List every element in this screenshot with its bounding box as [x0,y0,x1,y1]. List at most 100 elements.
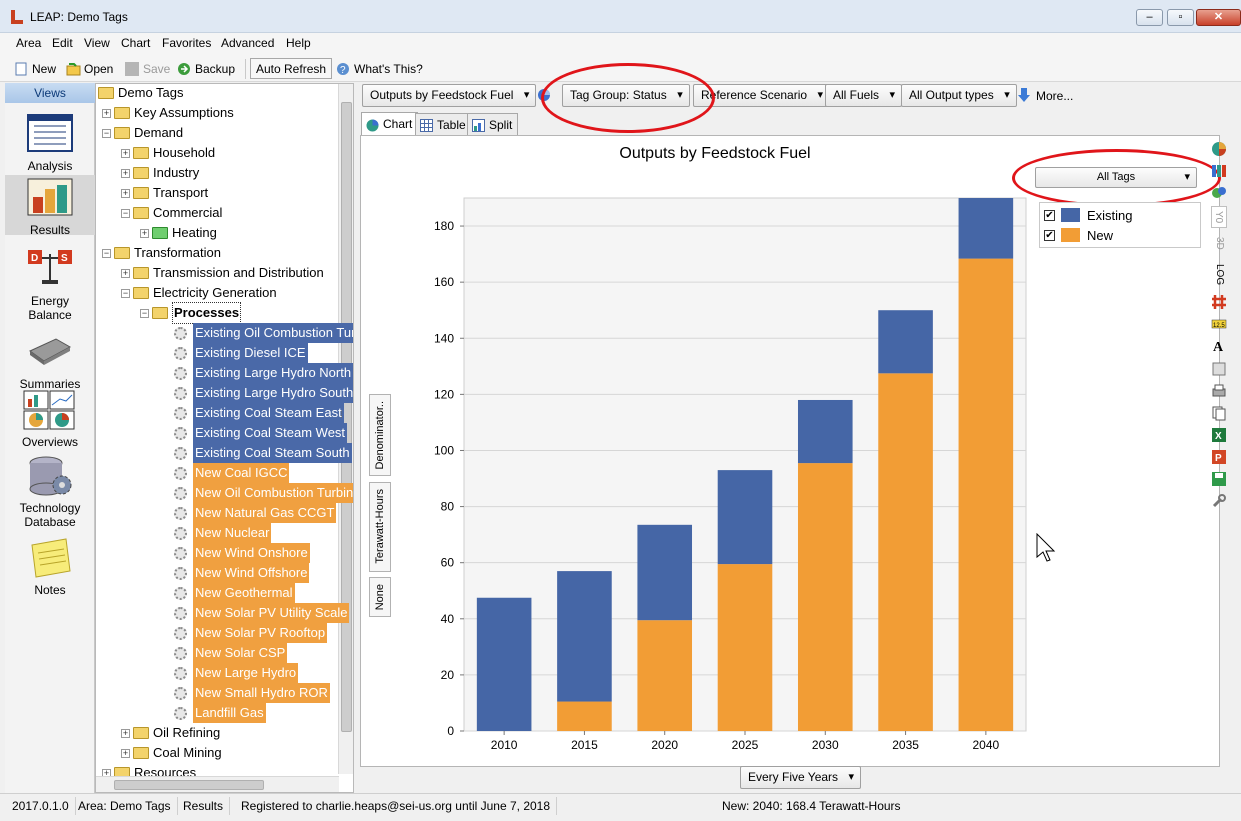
tree-node-coal-mining[interactable]: + Coal Mining [121,743,222,763]
legend-checkbox[interactable]: ✔ [1044,209,1055,221]
tree-node-electricity-generation[interactable]: − Electricity Generation [121,283,277,303]
tree-node-process[interactable]: New Nuclear [174,523,272,543]
tree-node-process[interactable]: New Natural Gas CCGT [174,503,337,523]
expand-icon[interactable]: + [121,747,130,758]
scenario-dropdown[interactable]: Reference Scenario [693,84,831,107]
tree-node-process[interactable]: Existing Large Hydro South [174,383,353,403]
tree-node-process[interactable]: New Coal IGCC [174,463,290,483]
y0-toggle[interactable]: Y0 [1211,206,1227,228]
time-selector-dropdown[interactable]: Every Five Years [740,766,862,789]
tree-node-oil-refining[interactable]: + Oil Refining [121,723,220,743]
auto-refresh-toggle[interactable]: Auto Refresh [250,58,333,79]
tab-table[interactable]: Table [415,113,472,135]
tree-node-process[interactable]: Existing Coal Steam East [174,403,344,423]
menu-advanced[interactable]: Advanced [221,36,275,50]
legend-item-existing[interactable]: ✔ Existing [1044,206,1133,224]
output-types-dropdown[interactable]: All Output types [901,84,1017,107]
view-summaries[interactable]: Summaries [5,331,95,391]
data-labels-icon[interactable]: 12.5 [1211,316,1227,332]
collapse-icon[interactable]: − [121,287,130,298]
menu-help[interactable]: Help [286,36,311,50]
menu-edit[interactable]: Edit [52,36,73,50]
scaling-button[interactable]: None [369,577,391,617]
tree-node-process[interactable]: New Wind Offshore [174,563,310,583]
menu-view[interactable]: View [84,36,110,50]
tree-node-process[interactable]: New Wind Onshore [174,543,310,563]
view-overviews[interactable]: Overviews [5,389,95,449]
more-button[interactable]: More... [1017,87,1073,105]
collapse-icon[interactable]: − [140,307,149,318]
legend-checkbox[interactable]: ✔ [1044,229,1055,241]
splitter-grip[interactable]: ⁞ [340,410,343,421]
tree-node-process[interactable]: New Small Hydro ROR [174,683,330,703]
print-icon[interactable] [1211,383,1227,399]
3d-toggle[interactable]: 3D [1214,236,1225,250]
print-preview-icon[interactable] [1211,361,1227,377]
tree-node-process[interactable]: New Large Hydro [174,663,299,683]
tree-node-process[interactable]: Existing Coal Steam South [174,443,352,463]
tree-node-process[interactable]: Existing Coal Steam West [174,423,348,443]
tab-chart[interactable]: Chart [361,112,419,135]
color-palette-icon[interactable] [1211,163,1227,179]
tree-node-process[interactable]: Landfill Gas [174,703,266,723]
tree-node-industry[interactable]: + Industry [121,163,199,183]
tree-node-commercial[interactable]: − Commercial [121,203,222,223]
minimize-button[interactable]: – [1136,9,1163,26]
tree-node-process[interactable]: Existing Diesel ICE [174,343,308,363]
expand-icon[interactable]: + [121,187,130,198]
open-button[interactable]: Open [66,59,113,79]
tree-node-process[interactable]: New Oil Combustion Turbine [174,483,353,503]
tree-node-demand[interactable]: − Demand [102,123,183,143]
gridlines-icon[interactable] [1211,294,1227,310]
tree-horizontal-scrollbar[interactable] [96,776,339,792]
expand-icon[interactable]: + [121,727,130,738]
chart-options-icon[interactable] [1211,185,1227,201]
view-technology-database[interactable]: Technology Database [5,455,95,529]
new-button[interactable]: New [14,59,56,79]
unit-button[interactable]: Terawatt-Hours [369,482,391,572]
tree-node-root[interactable]: Demo Tags [98,84,184,103]
tree-node-household[interactable]: + Household [121,143,215,163]
tree-node-transport[interactable]: + Transport [121,183,208,203]
expand-icon[interactable]: + [121,267,130,278]
collapse-icon[interactable]: − [102,127,111,138]
legend-item-new[interactable]: ✔ New [1044,226,1113,244]
expand-icon[interactable]: + [140,227,149,238]
tree-node-transmission[interactable]: + Transmission and Distribution [121,263,324,283]
tree-node-heating[interactable]: + Heating [140,223,217,243]
collapse-icon[interactable]: − [121,207,130,218]
excel-export-icon[interactable]: X [1211,427,1227,443]
save-chart-icon[interactable] [1211,471,1227,487]
tree-node-process[interactable]: New Geothermal [174,583,295,603]
tree-node-process[interactable]: Existing Large Hydro North [174,363,353,383]
maximize-button[interactable]: ▫ [1167,9,1194,26]
menu-chart[interactable]: Chart [121,36,151,50]
fuels-dropdown[interactable]: All Fuels [825,84,903,107]
collapse-icon[interactable]: − [102,247,111,258]
tree-node-process[interactable]: Existing Oil Combustion Turbine [174,323,353,343]
log-toggle[interactable]: LOG [1214,264,1225,286]
view-analysis[interactable]: Analysis [5,113,95,173]
tree-node-process[interactable]: New Solar CSP [174,643,288,663]
tree-node-process[interactable]: New Solar PV Utility Scale [174,603,350,623]
whats-this-button[interactable]: ? What's This? [336,59,423,79]
tab-split[interactable]: Split [467,113,519,135]
view-notes[interactable]: Notes [5,537,95,597]
font-icon[interactable]: A [1211,338,1227,355]
backup-button[interactable]: Backup [177,59,235,79]
copy-icon[interactable] [1211,405,1227,421]
tree-hscroll-thumb[interactable] [114,780,264,790]
denominator-button[interactable]: Denominator.. [369,394,391,476]
chart-selector-dropdown[interactable]: Outputs by Feedstock Fuel [362,84,537,107]
close-button[interactable]: ✕ [1196,9,1241,26]
expand-icon[interactable]: + [121,167,130,178]
menu-favorites[interactable]: Favorites [162,36,212,50]
view-results[interactable]: Results [5,175,95,237]
menu-area[interactable]: Area [16,36,42,50]
expand-icon[interactable]: + [102,107,111,118]
powerpoint-export-icon[interactable]: P [1211,449,1227,465]
tree-node-key-assumptions[interactable]: + Key Assumptions [102,103,234,123]
save-button[interactable]: Save [125,59,170,79]
tools-wrench-icon[interactable] [1211,493,1227,509]
